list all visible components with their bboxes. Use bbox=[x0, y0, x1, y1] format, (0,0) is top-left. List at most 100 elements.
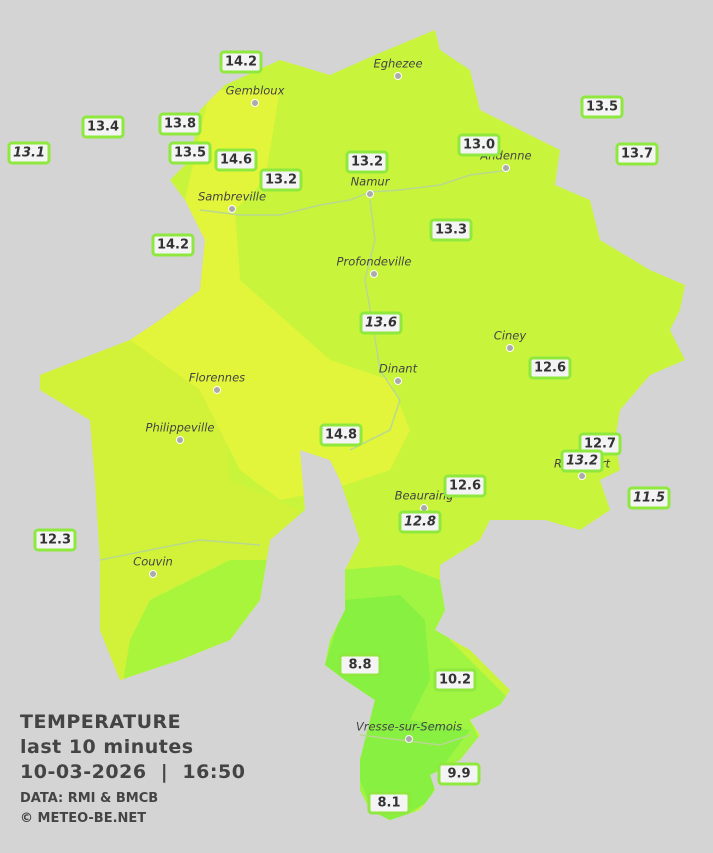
legend-period: last 10 minutes bbox=[20, 736, 194, 758]
city-dot bbox=[366, 190, 374, 198]
city-name: Philippeville bbox=[146, 421, 215, 435]
station: 12.7 bbox=[578, 432, 622, 456]
station: 11.5 bbox=[627, 486, 671, 510]
station-box bbox=[615, 142, 659, 166]
legend-source: DATA: RMI & BMCB bbox=[20, 791, 159, 806]
legend-credit: © METEO-BE.NET bbox=[20, 811, 147, 826]
city-name: Ciney bbox=[494, 329, 527, 343]
city-name: Namur bbox=[351, 175, 391, 189]
station-box bbox=[151, 233, 195, 257]
station: 14.2 bbox=[219, 50, 263, 74]
station-box bbox=[219, 50, 263, 74]
station-box bbox=[359, 311, 403, 335]
station-box bbox=[433, 668, 477, 692]
station: 13.7 bbox=[615, 142, 659, 166]
station-value: 13.2 bbox=[265, 173, 297, 188]
city-name: Eghezee bbox=[373, 57, 422, 71]
station: 12.3 bbox=[33, 528, 77, 552]
city-dot bbox=[176, 436, 184, 444]
city-dot bbox=[370, 270, 378, 278]
station: 13.2 bbox=[345, 150, 389, 174]
station-value: 13.7 bbox=[621, 147, 653, 162]
station-box bbox=[443, 474, 487, 498]
city-dot bbox=[578, 472, 586, 480]
city-dot bbox=[506, 344, 514, 352]
station-box bbox=[214, 148, 258, 172]
city-dot bbox=[405, 735, 413, 743]
station: 12.6 bbox=[528, 356, 572, 380]
station-box bbox=[627, 486, 671, 510]
station-box bbox=[580, 95, 624, 119]
station: 13.8 bbox=[158, 112, 202, 136]
station: 9.9 bbox=[437, 762, 481, 786]
station: 10.2 bbox=[433, 668, 477, 692]
station-box bbox=[168, 141, 212, 165]
station: 8.1 bbox=[367, 791, 411, 815]
station-box bbox=[81, 115, 125, 139]
station-box bbox=[259, 168, 303, 192]
station-value: 13.1 bbox=[13, 146, 45, 161]
station: 13.5 bbox=[168, 141, 212, 165]
station-value: 13.4 bbox=[87, 120, 119, 135]
station-value: 14.6 bbox=[220, 153, 252, 168]
station-box bbox=[33, 528, 77, 552]
city-name: Vresse-sur-Semois bbox=[356, 720, 462, 734]
station-value: 13.5 bbox=[174, 146, 206, 161]
city-dot bbox=[251, 99, 259, 107]
station: 13.3 bbox=[429, 218, 473, 242]
station-value: 14.2 bbox=[225, 55, 257, 70]
station: 14.2 bbox=[151, 233, 195, 257]
city-dot bbox=[394, 377, 402, 385]
station-value: 12.8 bbox=[404, 515, 436, 530]
station-box bbox=[367, 791, 411, 815]
station-box bbox=[319, 423, 363, 447]
station-value: 13.0 bbox=[463, 138, 495, 153]
cities: EghezeeGemblouxAndenneNamurSambrevillePr… bbox=[133, 57, 611, 743]
station-value: 13.2 bbox=[351, 155, 383, 170]
station-box bbox=[158, 112, 202, 136]
station-value: 12.6 bbox=[534, 361, 566, 376]
station: 12.8 bbox=[398, 510, 442, 534]
city-dot bbox=[149, 570, 157, 578]
station: 13.1 bbox=[7, 141, 51, 165]
city-name: Florennes bbox=[189, 371, 245, 385]
station-box bbox=[528, 356, 572, 380]
city-dot bbox=[502, 164, 510, 172]
station: 14.6 bbox=[214, 148, 258, 172]
station-box bbox=[457, 133, 501, 157]
station: 12.6 bbox=[443, 474, 487, 498]
station-box bbox=[437, 762, 481, 786]
station: 13.2 bbox=[259, 168, 303, 192]
legend-title: TEMPERATURE bbox=[20, 711, 182, 733]
city-dot bbox=[213, 386, 221, 394]
station-value: 14.8 bbox=[325, 428, 357, 443]
city-dot bbox=[228, 205, 236, 213]
station-value: 14.2 bbox=[157, 238, 189, 253]
station: 13.6 bbox=[359, 311, 403, 335]
station-value: 9.9 bbox=[447, 767, 470, 782]
station-box bbox=[338, 653, 382, 677]
city-name: Profondeville bbox=[337, 255, 412, 269]
city-dot bbox=[394, 72, 402, 80]
station-value: 11.5 bbox=[633, 491, 665, 506]
station-box bbox=[345, 150, 389, 174]
city-name: Gembloux bbox=[226, 84, 285, 98]
station-value: 12.3 bbox=[39, 533, 71, 548]
station-value: 13.5 bbox=[586, 100, 618, 115]
rivers bbox=[99, 169, 511, 746]
station-value: 13.6 bbox=[365, 316, 397, 331]
station: 13.4 bbox=[81, 115, 125, 139]
station-box bbox=[560, 449, 604, 473]
station: 14.8 bbox=[319, 423, 363, 447]
city-dot bbox=[420, 504, 428, 512]
station-box bbox=[429, 218, 473, 242]
station-box bbox=[398, 510, 442, 534]
station-value: 12.7 bbox=[584, 437, 616, 452]
city-name: Dinant bbox=[379, 362, 418, 376]
station: 13.2 bbox=[560, 449, 604, 473]
legend-timestamp: 10-03-2026 | 16:50 bbox=[20, 761, 246, 783]
legend: TEMPERATURE last 10 minutes 10-03-2026 |… bbox=[20, 710, 245, 829]
station-value: 13.3 bbox=[435, 223, 467, 238]
station-box bbox=[7, 141, 51, 165]
